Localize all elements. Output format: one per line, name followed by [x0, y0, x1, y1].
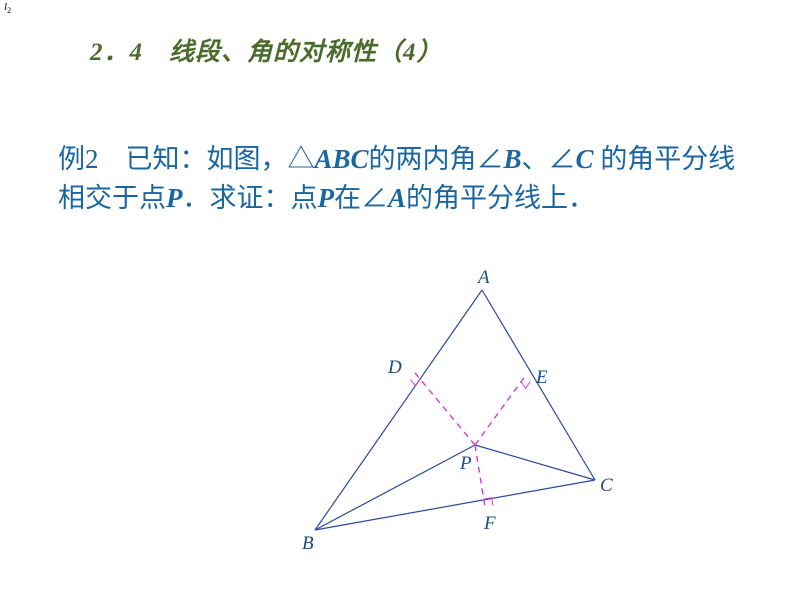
edge-BP	[315, 445, 475, 530]
problem-italic: B	[504, 144, 522, 174]
problem-text: 例2 已知：如图，△	[58, 144, 315, 174]
perp-PE	[475, 375, 526, 445]
vertex-label-P: P	[460, 453, 472, 475]
problem-italic: C	[576, 144, 594, 174]
right-angle-E	[521, 381, 530, 388]
vertex-label-B: B	[302, 533, 314, 555]
vertex-label-E: E	[536, 367, 548, 389]
triangle-diagram: ABCPDEF	[260, 275, 640, 555]
problem-italic: P	[166, 183, 183, 213]
vertex-label-C: C	[600, 475, 613, 497]
vertex-label-D: D	[388, 357, 402, 379]
perp-PF	[475, 445, 485, 507]
section-heading: 2．4 线段、角的对称性（4）	[90, 32, 443, 68]
problem-text: 、∠	[522, 144, 576, 174]
problem-text: 的角平分线上．	[406, 183, 595, 213]
edge-BC	[315, 480, 595, 530]
corner-sub: 2	[7, 6, 11, 15]
heading-text: 2．4 线段、角的对称性（4）	[90, 39, 443, 66]
problem-text: ．求证：点	[183, 183, 318, 213]
problem-italic: A	[388, 183, 406, 213]
problem-text: 的两内角∠	[369, 144, 504, 174]
vertex-label-A: A	[478, 267, 490, 289]
vertex-label-F: F	[484, 513, 496, 535]
problem-statement: 例2 已知：如图，△ABC的两内角∠B、∠C 的角平分线相交于点P．求证：点P在…	[58, 140, 748, 218]
perp-PD	[415, 373, 475, 445]
problem-text: 在∠	[334, 183, 388, 213]
edge-AB	[315, 290, 482, 530]
corner-label: l2	[4, 1, 11, 15]
problem-italic: ABC	[315, 144, 369, 174]
diagram-svg	[260, 275, 640, 555]
problem-italic: P	[318, 183, 335, 213]
